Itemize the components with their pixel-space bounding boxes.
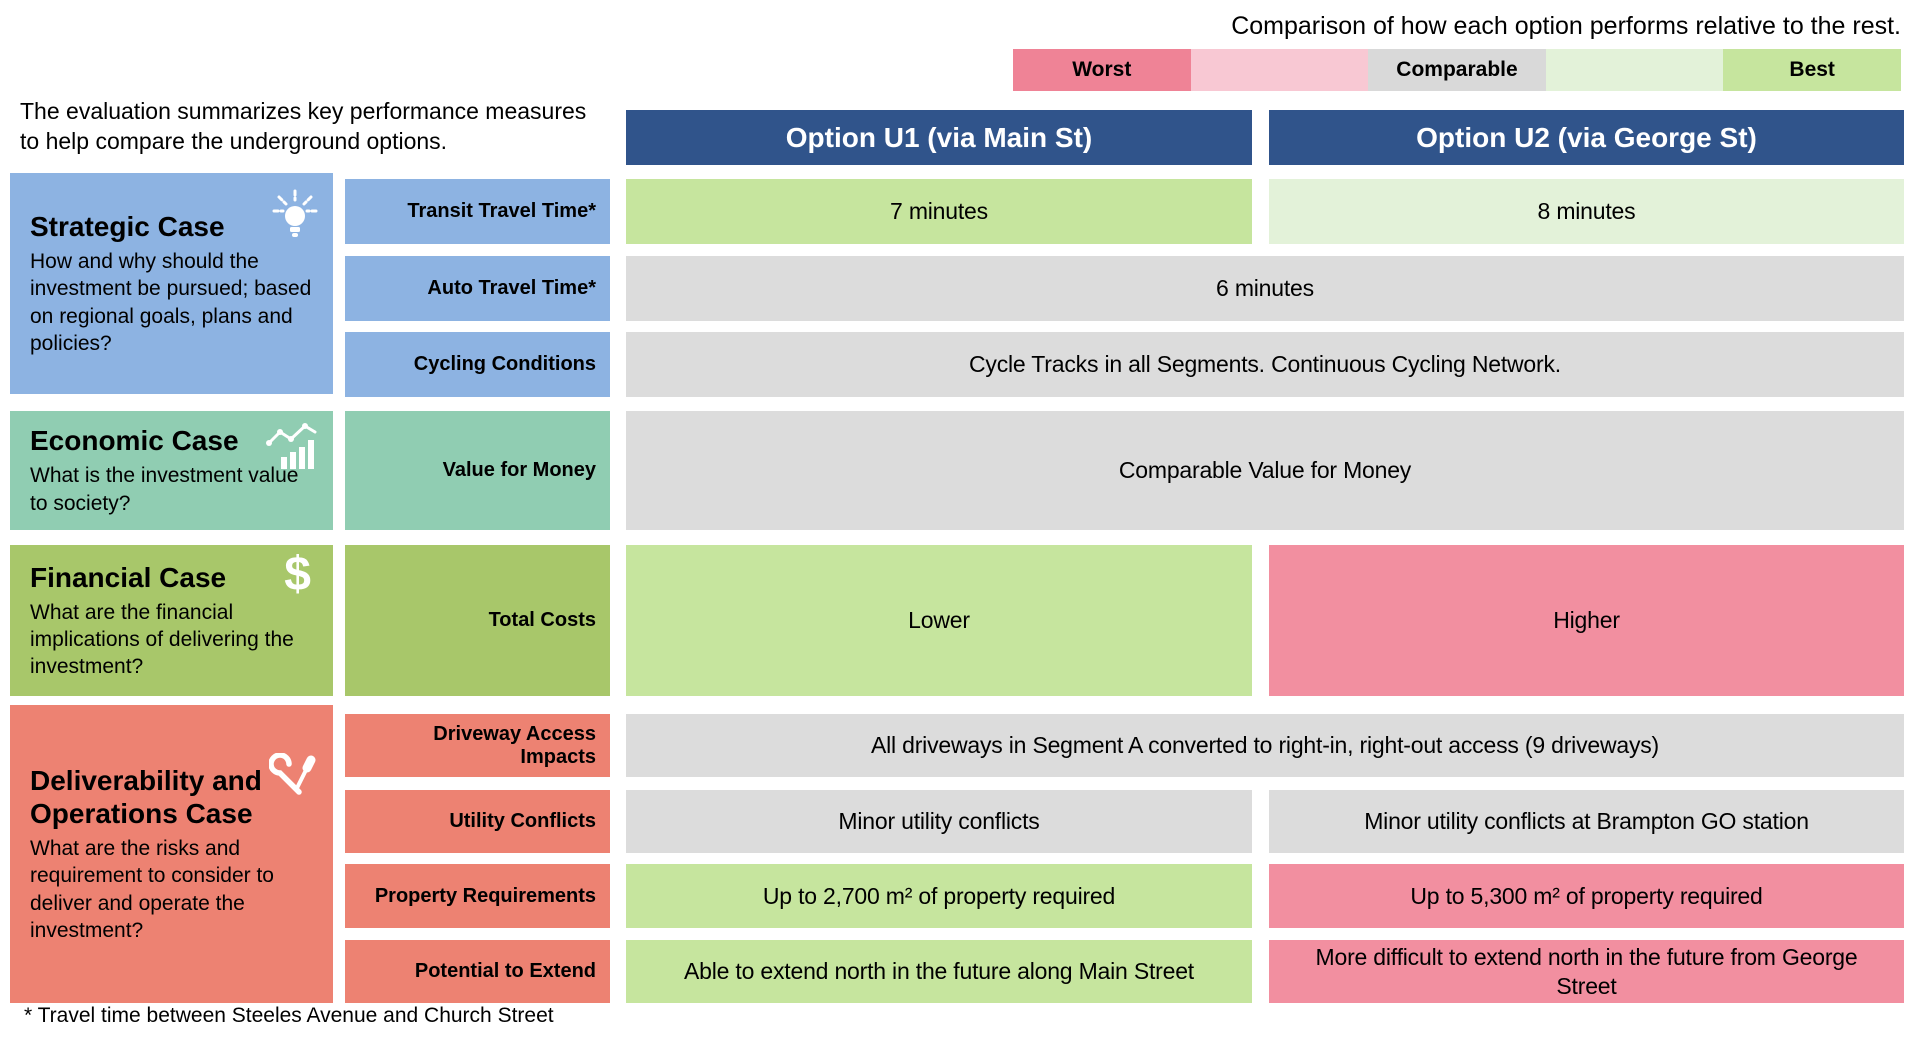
legend-segment-best: Best (1723, 49, 1901, 91)
category-title: Economic Case (30, 425, 239, 457)
lightbulb-icon (269, 187, 321, 248)
category-description: What are the risks and requirement to co… (30, 836, 274, 942)
legend-segment-poor (1190, 49, 1369, 91)
category-economic-case: Economic Case What is the investment val… (10, 411, 333, 530)
legend-title: Comparison of how each option performs r… (1231, 12, 1901, 40)
category-title: Strategic Case (30, 210, 225, 242)
table-row-auto-travel-time: Auto Travel Time* 6 minutes (345, 256, 1904, 321)
u1-cell: Able to extend north in the future along… (626, 940, 1252, 1003)
category-deliverability-operations-case: Deliverability and Operations Case What … (10, 705, 333, 1003)
measure-label: Cycling Conditions (345, 332, 610, 397)
legend-segment-better (1545, 49, 1724, 91)
column-header-option-u2: Option U2 (via George St) (1269, 110, 1904, 165)
column-header-option-u1: Option U1 (via Main St) (626, 110, 1252, 165)
table-row-potential-to-extend: Potential to Extend Able to extend north… (345, 940, 1904, 1003)
category-title: Financial Case (30, 561, 227, 593)
category-strategic-case: Strategic Case How and why should the in… (10, 173, 333, 394)
measure-label: Value for Money (345, 411, 610, 530)
table-row-total-costs: Total Costs Lower Higher (345, 545, 1904, 696)
category-financial-case: $ Financial Case What are the financial … (10, 545, 333, 696)
category-description: How and why should the investment be pur… (30, 249, 312, 355)
table-row-property-requirements: Property Requirements Up to 2,700 m² of … (345, 864, 1904, 928)
measure-label: Transit Travel Time* (345, 179, 610, 244)
u2-cell: Up to 5,300 m² of property required (1269, 864, 1904, 928)
u2-cell: 8 minutes (1269, 179, 1904, 244)
trend-chart-icon (263, 421, 321, 478)
footnote: * Travel time between Steeles Avenue and… (24, 1004, 554, 1027)
table-row-transit-travel-time: Transit Travel Time* 7 minutes 8 minutes (345, 179, 1904, 244)
measure-label: Total Costs (345, 545, 610, 696)
dollar-icon: $ (284, 548, 311, 601)
u1-cell: Up to 2,700 m² of property required (626, 864, 1252, 928)
table-row-value-for-money: Value for Money Comparable Value for Mon… (345, 411, 1904, 530)
tools-icon (268, 752, 321, 810)
legend-bar: Worst Comparable Best (1013, 49, 1901, 91)
span-cell: Comparable Value for Money (626, 411, 1904, 530)
span-cell: All driveways in Segment A converted to … (626, 714, 1904, 777)
table-row-utility-conflicts: Utility Conflicts Minor utility conflict… (345, 790, 1904, 853)
legend-segment-comparable: Comparable (1368, 49, 1546, 91)
category-description: What are the financial implications of d… (30, 600, 294, 679)
u2-cell: More difficult to extend north in the fu… (1269, 940, 1904, 1003)
measure-label: Property Requirements (345, 864, 610, 928)
measure-label: Utility Conflicts (345, 790, 610, 853)
u2-cell: Minor utility conflicts at Brampton GO s… (1269, 790, 1904, 853)
table-row-driveway-access-impacts: Driveway Access Impacts All driveways in… (345, 714, 1904, 777)
table-row-cycling-conditions: Cycling Conditions Cycle Tracks in all S… (345, 332, 1904, 397)
u2-cell: Higher (1269, 545, 1904, 696)
measure-label: Potential to Extend (345, 940, 610, 1003)
category-title: Deliverability and Operations Case (30, 764, 262, 829)
u1-cell: Minor utility conflicts (626, 790, 1252, 853)
measure-label: Auto Travel Time* (345, 256, 610, 321)
intro-text: The evaluation summarizes key performanc… (20, 98, 587, 155)
u1-cell: Lower (626, 545, 1252, 696)
span-cell: 6 minutes (626, 256, 1904, 321)
measure-label: Driveway Access Impacts (345, 714, 610, 777)
span-cell: Cycle Tracks in all Segments. Continuous… (626, 332, 1904, 397)
legend-segment-worst: Worst (1013, 49, 1191, 91)
category-description: What is the investment value to society? (30, 464, 299, 515)
u1-cell: 7 minutes (626, 179, 1252, 244)
